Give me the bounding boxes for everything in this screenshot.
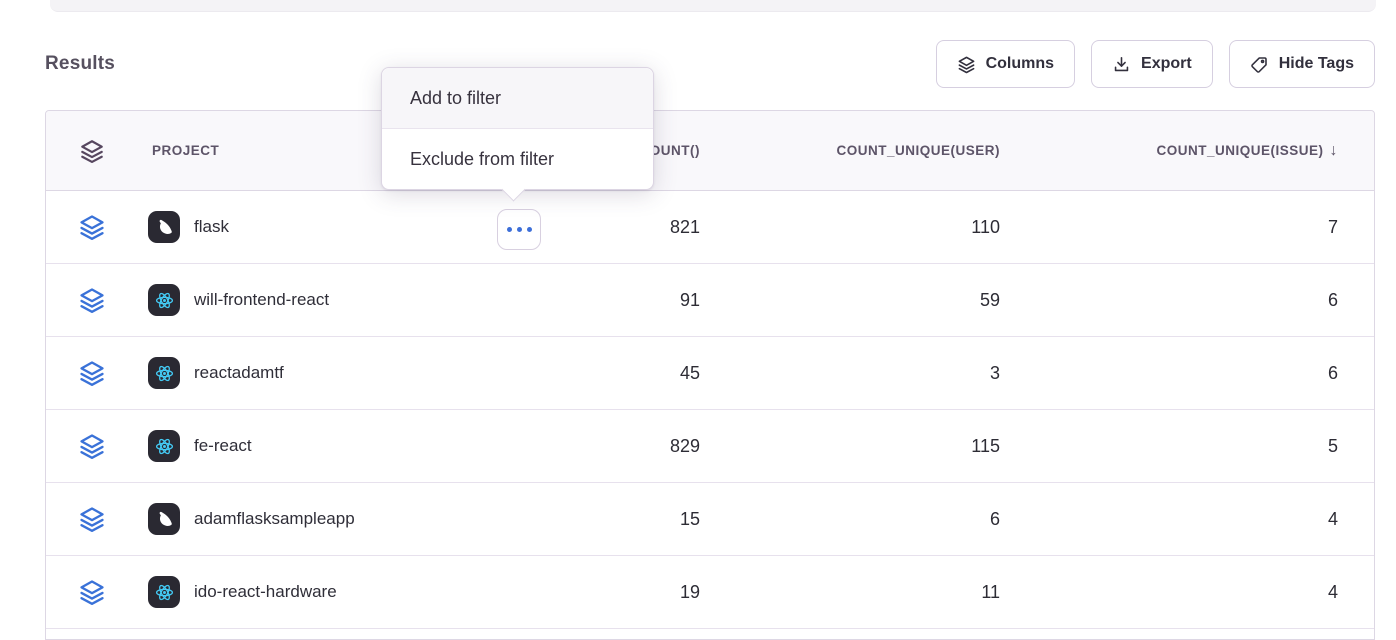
count-unique-user-cell[interactable]: 59 [979,289,1000,310]
project-name[interactable]: will-frontend-react [194,290,330,309]
count-cell[interactable]: 45 [679,362,700,383]
project-cell[interactable]: reactadamtf [128,357,520,389]
hide-tags-button[interactable]: Hide Tags [1228,40,1375,88]
react-platform-icon [148,576,180,608]
project-cell[interactable]: fe-react [128,430,520,462]
menu-item-add-to-filter[interactable]: Add to filter [382,68,653,128]
project-name[interactable]: reactadamtf [194,363,284,382]
stack-cell[interactable] [46,432,128,460]
stack-cell[interactable] [46,359,128,387]
column-header-project[interactable]: PROJECT [152,143,220,158]
table-row[interactable]: fe-react 829 115 5 [46,410,1374,483]
tag-icon [1250,55,1269,74]
count-cell[interactable]: 91 [679,289,700,310]
column-header-count[interactable]: COUNT() [639,143,700,158]
count-unique-user-cell[interactable]: 3 [989,362,1000,383]
count-cell[interactable]: 829 [669,435,700,456]
ellipsis-icon [516,227,522,232]
table-row[interactable]: will-frontend-react 91 59 6 [46,264,1374,337]
stack-icon [957,55,976,74]
count-unique-issue-cell[interactable]: 7 [1327,216,1338,237]
export-button[interactable]: Export [1091,40,1213,88]
flask-platform-icon [148,211,180,243]
columns-button-label: Columns [985,55,1055,72]
react-platform-icon [148,357,180,389]
table-row[interactable]: ido-react-hardware 19 11 4 [46,556,1374,629]
column-header-count-unique-issue-label: COUNT_UNIQUE(ISSUE) [1156,142,1324,158]
count-unique-user-cell[interactable]: 115 [971,435,1000,456]
project-name[interactable]: flask [194,217,229,236]
ellipsis-icon [526,227,532,232]
count-cell[interactable]: 821 [669,216,700,237]
stack-cell[interactable] [46,213,128,241]
stack-column-header[interactable] [46,138,128,164]
stack-cell[interactable] [46,578,128,606]
results-header-bar: Results Columns Export [45,40,1375,88]
project-cell[interactable]: ido-react-hardware [128,576,520,608]
react-platform-icon [148,284,180,316]
flask-platform-icon [148,503,180,535]
sort-desc-icon: ↓ [1329,141,1338,159]
column-header-count-unique-issue[interactable]: COUNT_UNIQUE(ISSUE) ↓ [1000,142,1376,160]
project-name[interactable]: adamflasksampleapp [194,509,355,528]
project-name[interactable]: ido-react-hardware [194,582,337,601]
column-header-count-unique-user[interactable]: COUNT_UNIQUE(USER) [836,143,1000,158]
project-cell[interactable]: flask [128,211,520,243]
table-row[interactable]: adamflasksampleapp 15 6 4 [46,483,1374,556]
count-unique-issue-cell[interactable]: 4 [1327,581,1338,602]
hide-tags-button-label: Hide Tags [1278,55,1354,72]
count-cell[interactable]: 19 [679,581,700,602]
table-row[interactable]: reactadamtf 45 3 6 [46,337,1374,410]
toolbar: Columns Export Hide Tags [935,40,1375,88]
react-platform-icon [148,430,180,462]
project-name[interactable]: fe-react [194,436,252,455]
export-button-label: Export [1141,55,1192,72]
count-unique-user-cell[interactable]: 6 [989,508,1000,529]
row-actions-button[interactable] [497,209,541,250]
stack-icon [78,432,106,460]
stack-icon [78,213,106,241]
project-cell[interactable]: adamflasksampleapp [128,503,520,535]
cell-actions-context-menu: Add to filter Exclude from filter [381,67,654,202]
count-unique-user-cell[interactable]: 11 [981,581,1000,602]
chart-card-bottom-edge [50,0,1376,12]
menu-item-exclude-from-filter[interactable]: Exclude from filter [382,129,653,189]
ellipsis-icon [506,227,512,232]
project-cell[interactable]: will-frontend-react [128,284,520,316]
count-unique-issue-cell[interactable]: 5 [1327,435,1338,456]
count-unique-issue-cell[interactable]: 4 [1327,508,1338,529]
count-unique-user-cell[interactable]: 110 [971,216,1000,237]
table-row[interactable]: flask 821 110 7 [46,191,1374,264]
columns-button[interactable]: Columns [935,40,1076,88]
stack-icon [78,359,106,387]
stack-cell[interactable] [46,505,128,533]
stack-icon [78,578,106,606]
stack-cell[interactable] [46,286,128,314]
results-table: PROJECT COUNT() COUNT_UNIQUE(USER) COUNT… [45,110,1375,640]
page-title: Results [45,53,116,74]
count-unique-issue-cell[interactable]: 6 [1327,362,1338,383]
menu-divider [382,128,653,129]
stack-icon [79,138,105,164]
stack-icon [78,286,106,314]
count-cell[interactable]: 15 [679,508,700,529]
count-unique-issue-cell[interactable]: 6 [1327,289,1338,310]
stack-icon [78,505,106,533]
table-header-row: PROJECT COUNT() COUNT_UNIQUE(USER) COUNT… [46,111,1374,191]
download-icon [1112,55,1131,74]
